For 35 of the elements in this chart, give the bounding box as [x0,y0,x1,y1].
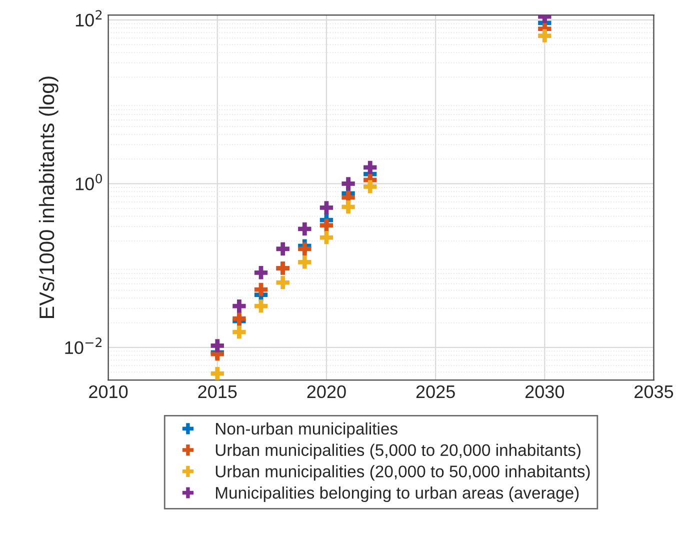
x-tick-label: 2020 [307,385,346,398]
point [364,160,377,174]
point [254,300,268,313]
point [232,300,246,313]
point [364,180,377,194]
point [298,256,312,269]
x-tick-label: 2030 [525,385,564,398]
point [298,242,312,256]
y-axis-title: EVs/1000 inhabitants (log) [38,76,58,318]
x-tick-label: 2035 [634,385,674,398]
point [342,200,355,214]
x-tick-label: 2010 [89,385,128,398]
point [254,282,268,296]
legend-label: Urban municipalities (5,000 to 20,000 inhabitants) [216,444,580,460]
point [320,218,334,232]
point [276,242,290,256]
legend-label: Non-urban municipalities [216,422,398,438]
point [254,266,268,280]
y-tick-label: 10$^{−2}$ [65,338,102,354]
point [538,29,552,42]
point [232,312,246,326]
x-tick-label: 2025 [416,385,455,398]
point [320,201,334,214]
point [210,366,224,380]
point [210,339,224,352]
x-tick-label: 2015 [198,385,237,398]
y-tick-label: 10$^{0}$ [76,174,102,190]
point [232,326,246,339]
legend-label: Urban municipalities (20,000 to 50,000 inhabitants) [216,465,590,481]
point [342,177,355,190]
point [276,276,290,290]
point [320,230,334,244]
point [298,222,312,236]
legend-label: Municipalities belonging to urban areas (average) [216,486,579,502]
y-tick-label: 10$^{2}$ [76,10,102,27]
